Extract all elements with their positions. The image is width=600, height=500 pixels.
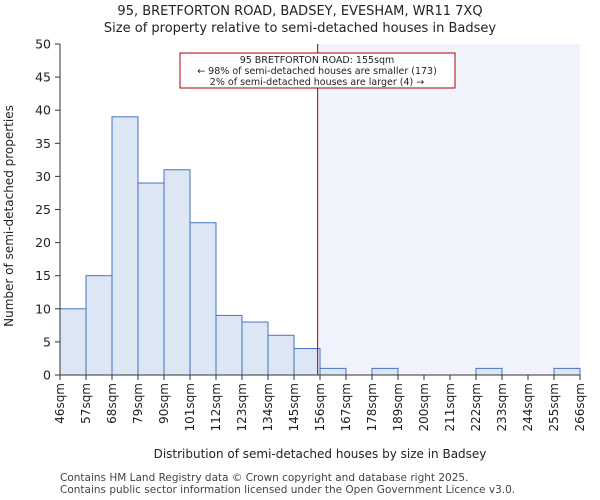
y-tick-label: 0 [43,368,51,383]
x-tick-label: 79sqm [131,383,145,424]
y-tick-label: 45 [35,70,51,85]
x-tick-label: 46sqm [53,383,67,424]
bar-134sqm [267,334,295,376]
y-tick-label: 10 [35,301,51,316]
footer-line-1: Contains HM Land Registry data © Crown c… [60,472,469,484]
x-tick-label: 101sqm [183,383,197,431]
annotation-box [179,52,456,89]
larger-region-highlight [317,44,580,375]
y-tick-label: 20 [35,235,51,250]
chart-subtitle: Size of property relative to semi-detach… [103,21,497,36]
y-tick-label: 35 [35,136,51,151]
y-tick-label: 40 [35,103,51,118]
x-tick-label: 200sqm [417,383,431,431]
x-tick-label: 90sqm [157,383,171,424]
y-tick-label: 15 [35,268,51,283]
x-tick-label: 167sqm [339,383,353,431]
bar-46sqm [59,308,87,376]
y-tick-label: 50 [35,37,51,52]
annotation-line-2: ← 98% of semi-detached houses are smalle… [197,66,437,77]
marker-annotation: 95 BRETFORTON ROAD: 155sqm ← 98% of semi… [179,52,456,89]
bar-255sqm [553,367,581,376]
bar-90sqm [163,169,191,376]
footer-line-2: Contains public sector information licen… [60,484,516,496]
x-tick-label: 255sqm [547,383,561,431]
bar-68sqm [111,116,139,376]
annotation-line-3: 2% of semi-detached houses are larger (4… [210,77,424,88]
bar-222sqm [475,367,503,376]
x-tick-label: 222sqm [469,383,483,431]
x-tick-label: 57sqm [79,383,93,424]
x-axis-label: Distribution of semi-detached houses by … [154,447,487,461]
x-tick-label: 156sqm [313,383,327,431]
x-tick-label: 266sqm [573,383,587,431]
x-tick-label: 123sqm [235,383,249,431]
x-tick-label: 134sqm [261,383,275,431]
bar-145sqm [293,348,321,376]
x-tick-label: 145sqm [287,383,301,431]
chart-title: 95, BRETFORTON ROAD, BADSEY, EVESHAM, WR… [117,4,483,19]
x-tick-label: 233sqm [495,383,509,431]
y-axis-label: Number of semi-detached properties [2,105,16,327]
x-tick-label: 244sqm [521,383,535,431]
x-tick-label: 178sqm [365,383,379,431]
bar-57sqm [85,275,113,376]
y-tick-label: 30 [35,169,51,184]
bar-79sqm [137,182,165,376]
annotation-line-1: 95 BRETFORTON ROAD: 155sqm [240,55,395,66]
bar-156sqm [319,367,347,376]
x-tick-label: 68sqm [105,383,119,424]
bar-101sqm [189,222,217,376]
x-tick-label: 211sqm [443,383,457,431]
y-tick-label: 25 [35,202,51,217]
x-tick-label: 189sqm [391,383,405,431]
bar-178sqm [371,367,399,376]
y-tick-label: 5 [43,334,51,349]
bar-112sqm [215,314,243,376]
bar-123sqm [241,321,269,376]
x-tick-label: 112sqm [209,383,223,431]
